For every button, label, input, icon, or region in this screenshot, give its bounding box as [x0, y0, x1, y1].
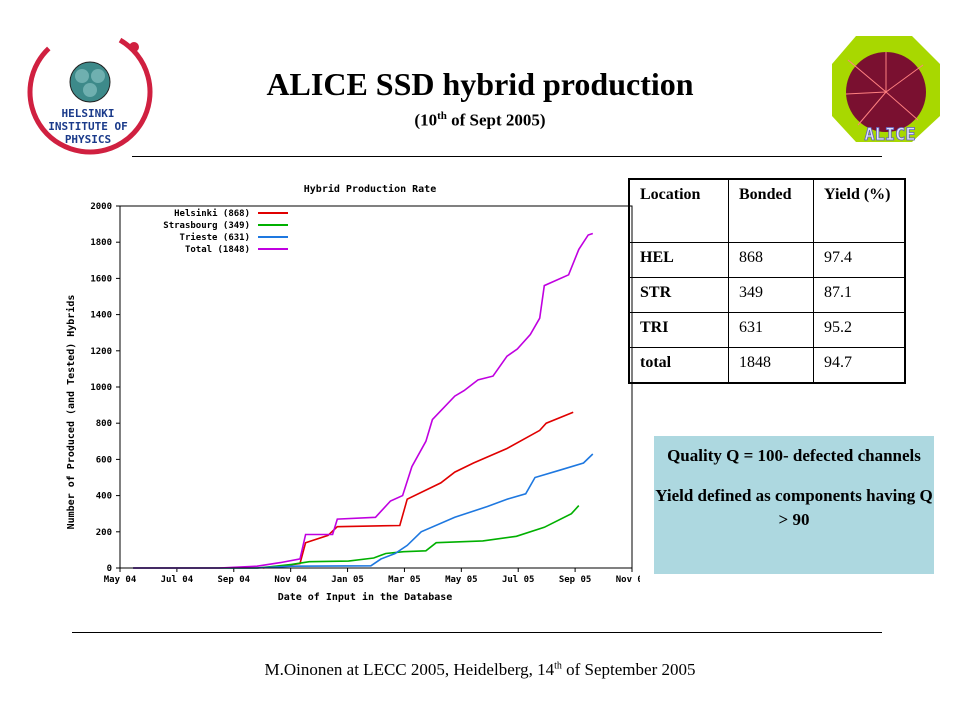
y-tick-label: 400	[96, 492, 112, 502]
cell-bonded: 1848	[728, 347, 814, 384]
y-tick-label: 0	[107, 564, 112, 574]
quality-definition-box: Quality Q = 100- defected channels Yield…	[654, 436, 934, 574]
logo-line3: PHYSICS	[65, 133, 111, 146]
y-tick-label: 800	[96, 419, 112, 429]
x-tick-label: May 04	[104, 575, 137, 585]
legend-label: Strasbourg (349)	[163, 221, 250, 231]
logo-ring-icon	[27, 29, 153, 155]
alice-experiment-logo: ALICE	[832, 36, 940, 145]
logo-line1: HELSINKI	[62, 107, 115, 120]
x-tick-label: Nov 04	[274, 575, 307, 585]
series-line	[262, 411, 574, 569]
table-row: STR 349 87.1	[628, 277, 906, 313]
table-row: TRI 631 95.2	[628, 312, 906, 348]
quality-definition-text: Quality Q = 100- defected channels	[667, 446, 921, 465]
x-tick-label: Jan 05	[331, 575, 364, 585]
chart-ylabel: Number of Produced (and Tested) Hybrids	[65, 295, 77, 530]
legend-label: Total (1848)	[185, 245, 250, 255]
logo-dot-icon	[129, 42, 139, 52]
table-row: total 1848 94.7	[628, 347, 906, 384]
y-tick-label: 1600	[90, 274, 112, 284]
cell-bonded: 868	[728, 242, 814, 278]
y-tick-label: 2000	[90, 202, 112, 212]
cell-yield: 94.7	[813, 347, 906, 384]
header-bonded: Bonded	[728, 178, 814, 243]
y-tick-label: 1400	[90, 311, 112, 321]
cell-bonded: 631	[728, 312, 814, 348]
cell-bonded: 349	[728, 277, 814, 313]
y-tick-label: 1800	[90, 238, 112, 248]
x-tick-label: Mar 05	[388, 575, 421, 585]
cell-yield: 87.1	[813, 277, 906, 313]
series-line	[133, 505, 580, 569]
y-tick-label: 1200	[90, 347, 112, 357]
y-tick-label: 600	[96, 455, 112, 465]
x-tick-label: Nov 05	[616, 575, 640, 585]
series-line	[133, 232, 594, 569]
top-divider	[132, 156, 882, 157]
y-tick-label: 1000	[90, 383, 112, 393]
chart-title: Hybrid Production Rate	[304, 183, 436, 195]
chart-xlabel: Date of Input in the Database	[278, 591, 453, 603]
cell-yield: 97.4	[813, 242, 906, 278]
bottom-divider	[72, 632, 882, 633]
cell-location: TRI	[628, 312, 729, 348]
header-location: Location	[628, 178, 729, 243]
table-row: HEL 868 97.4	[628, 242, 906, 278]
x-tick-label: Jul 04	[161, 575, 194, 585]
cell-location: total	[628, 347, 729, 384]
alice-logo-text: ALICE	[864, 125, 915, 145]
legend-label: Helsinki (868)	[174, 208, 250, 219]
yield-table: Location Bonded Yield (%) HEL 868 97.4 S…	[628, 178, 906, 384]
cell-yield: 95.2	[813, 312, 906, 348]
x-tick-label: Jul 05	[502, 575, 535, 585]
cell-location: STR	[628, 277, 729, 313]
series-line	[133, 453, 594, 569]
helsinki-institute-of-physics-logo: HELSINKI INSTITUTE OF PHYSICS	[27, 29, 153, 155]
header-yield: Yield (%)	[813, 178, 906, 243]
page-title: ALICE SSD hybrid production	[266, 66, 694, 102]
x-tick-label: May 05	[445, 575, 478, 585]
legend-label: Trieste (631)	[180, 232, 250, 243]
x-tick-label: Sep 04	[218, 575, 251, 585]
page-subtitle: (10th of Sept 2005)	[414, 110, 546, 130]
y-tick-label: 200	[96, 528, 112, 538]
logo-line2: INSTITUTE OF	[48, 120, 127, 133]
yield-definition-text: Yield defined as components having Q > 9…	[655, 486, 933, 529]
x-tick-label: Sep 05	[559, 575, 592, 585]
plot-frame	[119, 205, 633, 569]
cell-location: HEL	[628, 242, 729, 278]
table-header-row: Location Bonded Yield (%)	[628, 178, 906, 243]
production-rate-chart: Hybrid Production Rate Date of Input in …	[65, 183, 640, 603]
footer-credit: M.Oinonen at LECC 2005, Heidelberg, 14th…	[264, 660, 696, 679]
